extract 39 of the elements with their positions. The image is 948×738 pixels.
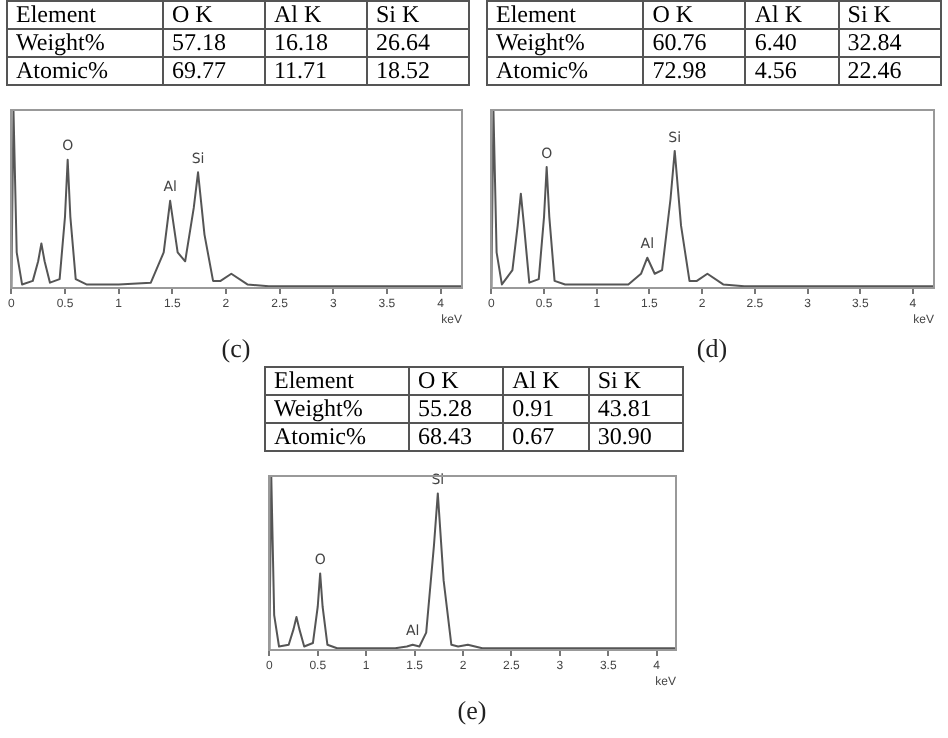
legend-title: Element <box>265 366 409 395</box>
text: (d) <box>696 333 728 364</box>
data-label: 0.91 <box>503 394 589 423</box>
legend-title: Element <box>7 0 163 29</box>
category-label: Al K <box>745 0 839 29</box>
data-label: 32.84 <box>838 28 941 57</box>
data-label: 55.28 <box>408 394 504 423</box>
data-label: 43.81 <box>588 394 683 423</box>
category-label: Al K <box>264 0 367 29</box>
legend-title: Element <box>487 0 644 29</box>
data-label: 60.76 <box>643 28 746 57</box>
data-label: 72.98 <box>643 56 746 85</box>
legend-label: Atomic% <box>7 56 163 85</box>
text: (c) <box>221 333 251 364</box>
category-label: O K <box>408 366 504 395</box>
text: (e) <box>457 695 487 726</box>
data-label: 69.77 <box>162 56 265 85</box>
data-label: 22.46 <box>838 56 941 85</box>
data-label: 4.56 <box>745 56 839 85</box>
data-label: 11.71 <box>264 56 367 85</box>
data-label: 26.64 <box>366 28 469 57</box>
category-label: O K <box>643 0 746 29</box>
data-label: 68.43 <box>408 422 504 451</box>
data-label: 57.18 <box>162 28 265 57</box>
data-label: 16.18 <box>264 28 367 57</box>
category-label: Al K <box>503 366 589 395</box>
legend-label: Atomic% <box>487 56 644 85</box>
category-label: Si K <box>366 0 469 29</box>
text: Weight% <box>487 28 644 57</box>
data-label: 18.52 <box>366 56 469 85</box>
category-label: O K <box>162 0 265 29</box>
category-label: Si K <box>588 366 683 395</box>
data-label: 6.40 <box>745 28 839 57</box>
legend-label: Weight% <box>265 394 409 423</box>
text: Weight% <box>7 28 163 57</box>
data-label: 0.67 <box>503 422 589 451</box>
category-label: Si K <box>838 0 941 29</box>
data-label: 30.90 <box>588 422 683 451</box>
legend-label: Atomic% <box>265 422 409 451</box>
